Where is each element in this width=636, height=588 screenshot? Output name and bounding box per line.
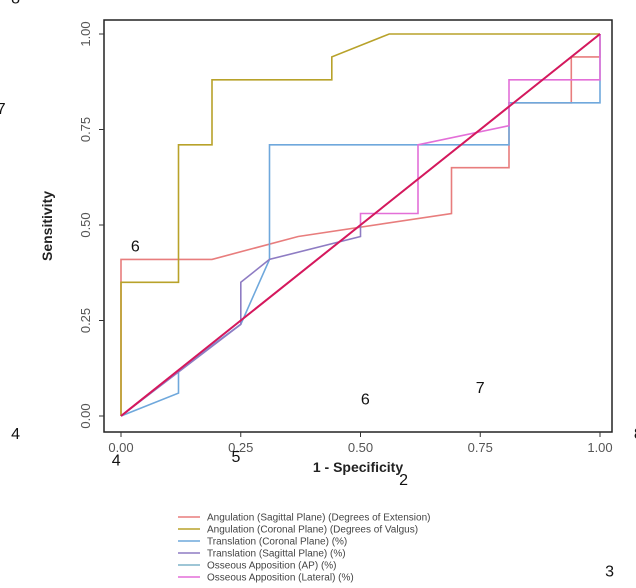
legend-label: Angulation (Sagittal Plane) (Degrees of … xyxy=(207,513,430,524)
x-tick-label: 0.50 xyxy=(348,440,373,455)
annotation-digit: 7 xyxy=(476,380,485,397)
series-line-3 xyxy=(120,34,601,417)
x-axis-title: 1 - Specificity xyxy=(313,459,403,475)
series-line-6 xyxy=(120,34,601,417)
y-tick-label: 0.00 xyxy=(78,403,93,428)
legend: Angulation (Sagittal Plane) (Degrees of … xyxy=(178,513,430,584)
legend-label: Osseous Apposition (AP) (%) xyxy=(207,561,337,572)
y-tick-label: 0.75 xyxy=(78,117,93,142)
annotation-digit: 8 xyxy=(11,0,20,7)
annotation-digit: 8 xyxy=(634,426,636,443)
annotation-digit: 2 xyxy=(399,472,408,489)
legend-label: Osseous Apposition (Lateral) (%) xyxy=(207,573,354,584)
annotation-digit: 4 xyxy=(11,426,20,443)
annotation-digit: 6 xyxy=(131,239,140,256)
annotation-digit: 5 xyxy=(232,449,241,466)
legend-label: Angulation (Coronal Plane) (Degrees of V… xyxy=(207,525,418,536)
x-tick-label: 0.00 xyxy=(108,440,133,455)
annotation-digit: 6 xyxy=(361,392,370,409)
annotation-digit: 3 xyxy=(605,563,614,580)
y-axis-title: Sensitivity xyxy=(39,191,55,261)
series-line-2 xyxy=(120,33,600,416)
y-tick-label: 0.50 xyxy=(78,212,93,237)
axis-ticks: 0.00 0.25 0.50 0.75 1.00 0.00 0.25 0.50 0.75 1.00 xyxy=(78,21,613,455)
reference-diagonal xyxy=(120,33,601,417)
y-tick-label: 1.00 xyxy=(78,21,93,46)
annotation-digit: 7 xyxy=(0,101,6,118)
legend-label: Translation (Coronal Plane) (%) xyxy=(207,537,347,548)
x-tick-label: 0.25 xyxy=(228,440,253,455)
annotation-digit: 4 xyxy=(112,453,121,470)
x-tick-label: 1.00 xyxy=(587,440,612,455)
y-tick-label: 0.25 xyxy=(78,308,93,333)
legend-label: Translation (Sagittal Plane) (%) xyxy=(207,549,346,560)
x-tick-label: 0.75 xyxy=(468,440,493,455)
series-lines xyxy=(120,33,601,417)
series-line-1 xyxy=(120,34,601,416)
